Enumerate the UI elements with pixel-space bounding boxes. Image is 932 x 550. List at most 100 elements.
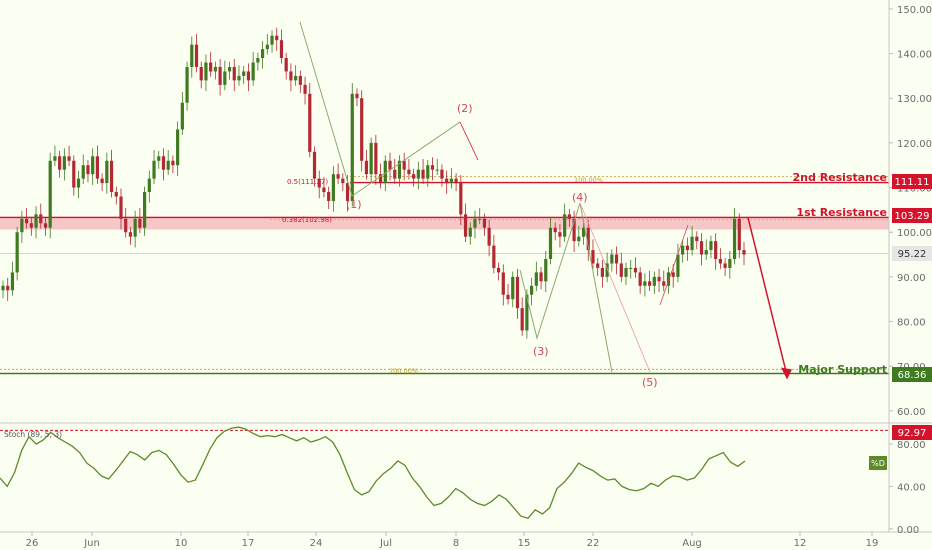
candle-body bbox=[511, 276, 515, 300]
candle-body bbox=[723, 263, 727, 268]
svg-text:92.97: 92.97 bbox=[898, 428, 927, 439]
candle-body bbox=[421, 169, 425, 179]
price-tick-label-7: 130.00 bbox=[897, 94, 932, 105]
candle-body bbox=[402, 160, 406, 170]
candle-body bbox=[76, 178, 81, 188]
price-tick-label-5: 110.00 bbox=[897, 184, 932, 195]
candle-body bbox=[327, 192, 331, 201]
candle-body bbox=[614, 254, 619, 264]
candle-body bbox=[1, 285, 5, 291]
candle-body bbox=[20, 218, 24, 233]
candle-body bbox=[539, 272, 543, 282]
candle-body bbox=[548, 227, 553, 260]
candle-body bbox=[412, 174, 416, 179]
fib-ext-lower-label: 100.00% bbox=[389, 367, 418, 375]
wave-3-4-5-drawing bbox=[519, 202, 613, 373]
candle-body bbox=[681, 245, 685, 255]
candle-body bbox=[506, 294, 510, 300]
candle-body bbox=[53, 156, 57, 161]
candle-body bbox=[596, 263, 600, 268]
candle-body bbox=[171, 160, 175, 166]
candle-body bbox=[553, 227, 557, 233]
candle-body bbox=[454, 178, 458, 184]
candle-body bbox=[666, 272, 671, 286]
candle-body bbox=[492, 245, 496, 268]
candle-body bbox=[572, 218, 576, 242]
candle-body bbox=[133, 218, 137, 237]
candle-body bbox=[312, 151, 317, 179]
candle-body bbox=[341, 178, 345, 184]
projection-arrow-line bbox=[747, 217, 788, 376]
candle-body bbox=[473, 218, 477, 228]
wave-1-2-drawing bbox=[299, 21, 461, 197]
candle-body bbox=[699, 241, 704, 255]
candle-body bbox=[251, 62, 255, 81]
candle-body bbox=[671, 272, 675, 277]
candle-body bbox=[440, 169, 444, 179]
candle-body bbox=[114, 192, 118, 197]
candle-body bbox=[449, 178, 453, 184]
candle-body bbox=[270, 35, 274, 45]
candle-body bbox=[209, 62, 213, 72]
fib-label-0-382: 0.382(102.98) bbox=[282, 216, 332, 224]
candle-body bbox=[544, 259, 548, 282]
candle-body bbox=[128, 232, 133, 237]
candle-body bbox=[591, 250, 595, 264]
candle-body bbox=[124, 218, 128, 233]
candle-body bbox=[487, 227, 491, 246]
candle-body bbox=[15, 232, 19, 273]
candle-body bbox=[284, 58, 288, 72]
candle-body bbox=[430, 165, 435, 170]
projection-arrow-head bbox=[781, 367, 792, 380]
candle-body bbox=[67, 156, 71, 161]
price-badge-103: 103.29 bbox=[892, 208, 932, 223]
fib-label-0-5: 0.5(111.27) bbox=[287, 178, 328, 186]
candle-body bbox=[501, 272, 505, 295]
candle-body bbox=[204, 62, 208, 81]
candle-body bbox=[58, 156, 62, 170]
candle-body bbox=[81, 165, 85, 179]
candle-body bbox=[662, 281, 666, 286]
candle-body bbox=[690, 236, 694, 251]
candle-body bbox=[364, 160, 369, 175]
svg-text:95.22: 95.22 bbox=[898, 249, 927, 260]
candle-body bbox=[147, 178, 151, 193]
candle-body bbox=[435, 169, 439, 171]
candle-body bbox=[629, 267, 633, 269]
candle-body bbox=[525, 294, 529, 331]
candle-body bbox=[265, 44, 269, 50]
price-levels bbox=[0, 175, 889, 375]
time-tick-label-0: 26 bbox=[26, 538, 39, 549]
candle-body bbox=[227, 66, 232, 72]
candle-body bbox=[95, 156, 99, 179]
candle-body bbox=[105, 160, 109, 184]
price-tick-label-8: 140.00 bbox=[897, 50, 932, 61]
candle-body bbox=[369, 142, 373, 175]
candle-body bbox=[638, 272, 642, 286]
time-tick-label-7: 15 bbox=[518, 538, 531, 549]
resistance-zone-band bbox=[0, 216, 889, 230]
stoch-tick-label-0: 0.00 bbox=[897, 525, 919, 536]
candle-body bbox=[279, 40, 284, 59]
time-tick-label-6: 8 bbox=[453, 538, 459, 549]
candle-body bbox=[142, 192, 147, 228]
price-tick-label-0: 60.00 bbox=[897, 407, 926, 418]
price-badge-111: 111.11 bbox=[892, 174, 932, 189]
candle-body bbox=[246, 71, 251, 81]
candle-body bbox=[393, 169, 397, 179]
candle-body bbox=[407, 169, 411, 175]
candle-body bbox=[331, 174, 335, 201]
candle-body bbox=[709, 241, 713, 251]
candle-body bbox=[605, 263, 609, 277]
candle-body bbox=[34, 214, 38, 228]
candle-body bbox=[355, 93, 359, 99]
major-support-label: Major Support bbox=[798, 363, 887, 376]
candle-body bbox=[530, 285, 534, 295]
candle-body bbox=[10, 272, 15, 291]
candle-body bbox=[298, 75, 302, 85]
svg-text:68.36: 68.36 bbox=[898, 370, 927, 381]
candle-body bbox=[199, 66, 203, 81]
candle-body bbox=[303, 84, 307, 94]
candle-body bbox=[152, 160, 156, 179]
